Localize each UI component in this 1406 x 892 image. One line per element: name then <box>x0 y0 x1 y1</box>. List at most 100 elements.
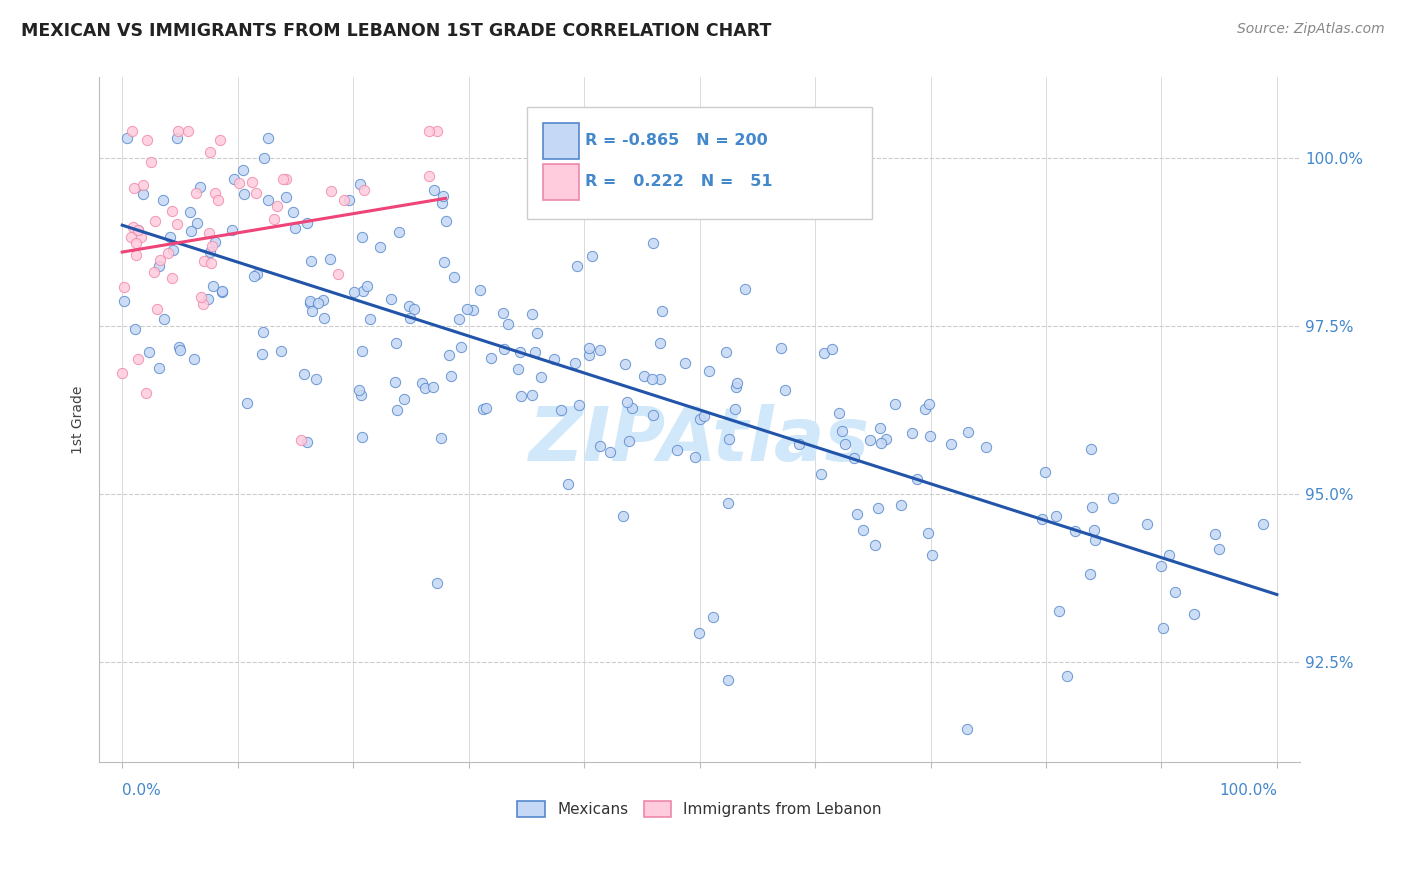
Point <box>193 297 215 311</box>
Point <box>717 496 740 510</box>
Point <box>1063 524 1085 538</box>
Point <box>717 673 740 687</box>
Point <box>426 124 449 138</box>
Point <box>184 186 207 201</box>
Point <box>204 186 226 200</box>
Point <box>1136 516 1159 531</box>
Point <box>127 223 149 237</box>
Point <box>141 155 163 169</box>
Point <box>180 224 202 238</box>
Point <box>314 311 336 326</box>
Point <box>884 397 907 411</box>
Point <box>122 181 145 195</box>
Point <box>456 301 478 316</box>
Point <box>688 626 710 640</box>
Point <box>564 356 586 370</box>
Point <box>422 183 444 197</box>
Point <box>866 500 889 515</box>
Point <box>228 176 250 190</box>
Point <box>350 429 373 443</box>
Point <box>1084 533 1107 547</box>
Point <box>621 401 644 415</box>
Point <box>492 305 515 319</box>
Point <box>135 133 157 147</box>
Point <box>665 442 688 457</box>
Point <box>1033 465 1056 479</box>
Point <box>492 342 515 356</box>
Point <box>418 124 440 138</box>
Point <box>641 235 664 250</box>
Text: Source: ZipAtlas.com: Source: ZipAtlas.com <box>1237 22 1385 37</box>
Point <box>148 361 170 376</box>
Point <box>352 344 374 359</box>
Point <box>284 221 307 235</box>
Point <box>773 384 796 398</box>
Point <box>152 193 174 207</box>
Point <box>734 282 756 296</box>
Point <box>918 397 941 411</box>
Point <box>290 433 312 447</box>
Point <box>299 295 322 310</box>
Point <box>724 401 747 416</box>
Point <box>167 124 190 138</box>
Point <box>186 216 208 230</box>
Point <box>702 610 724 624</box>
Point <box>418 169 440 183</box>
Point <box>616 394 638 409</box>
Point <box>236 395 259 409</box>
Point <box>179 205 201 219</box>
Point <box>842 451 865 466</box>
Point <box>299 253 322 268</box>
Point <box>138 345 160 359</box>
Point <box>510 389 533 403</box>
Point <box>1080 442 1102 457</box>
Point <box>333 193 356 207</box>
Point <box>198 226 221 240</box>
Point <box>253 151 276 165</box>
Point <box>281 205 304 219</box>
Point <box>1208 541 1230 556</box>
Point <box>222 172 245 186</box>
Point <box>188 180 211 194</box>
Point <box>472 401 495 416</box>
Point <box>617 434 640 448</box>
Point <box>352 284 374 298</box>
Point <box>526 326 548 341</box>
Point <box>356 279 378 293</box>
Point <box>166 217 188 231</box>
Point <box>1078 566 1101 581</box>
Point <box>112 279 135 293</box>
Point <box>307 295 329 310</box>
Point <box>956 722 979 736</box>
Point <box>129 230 152 244</box>
Y-axis label: 1st Grade: 1st Grade <box>72 385 86 454</box>
Point <box>411 376 433 391</box>
Point <box>349 177 371 191</box>
Point <box>863 538 886 552</box>
Point <box>177 124 200 138</box>
Point <box>121 220 143 235</box>
Point <box>398 299 420 313</box>
Point <box>522 307 544 321</box>
Point <box>135 386 157 401</box>
Point <box>437 348 460 362</box>
Point <box>245 267 267 281</box>
Point <box>770 342 793 356</box>
Text: MEXICAN VS IMMIGRANTS FROM LEBANON 1ST GRADE CORRELATION CHART: MEXICAN VS IMMIGRANTS FROM LEBANON 1ST G… <box>21 22 772 40</box>
Point <box>384 375 406 389</box>
Point <box>121 124 143 138</box>
Point <box>1083 523 1105 537</box>
Point <box>692 409 714 424</box>
Point <box>125 248 148 262</box>
Point <box>380 292 402 306</box>
Point <box>1164 585 1187 599</box>
Point <box>869 435 891 450</box>
Point <box>831 424 853 438</box>
Point <box>127 352 149 367</box>
Point <box>852 523 875 537</box>
Point <box>714 345 737 359</box>
Point <box>299 293 322 308</box>
Point <box>463 302 485 317</box>
Point <box>1102 491 1125 506</box>
Point <box>846 507 869 521</box>
